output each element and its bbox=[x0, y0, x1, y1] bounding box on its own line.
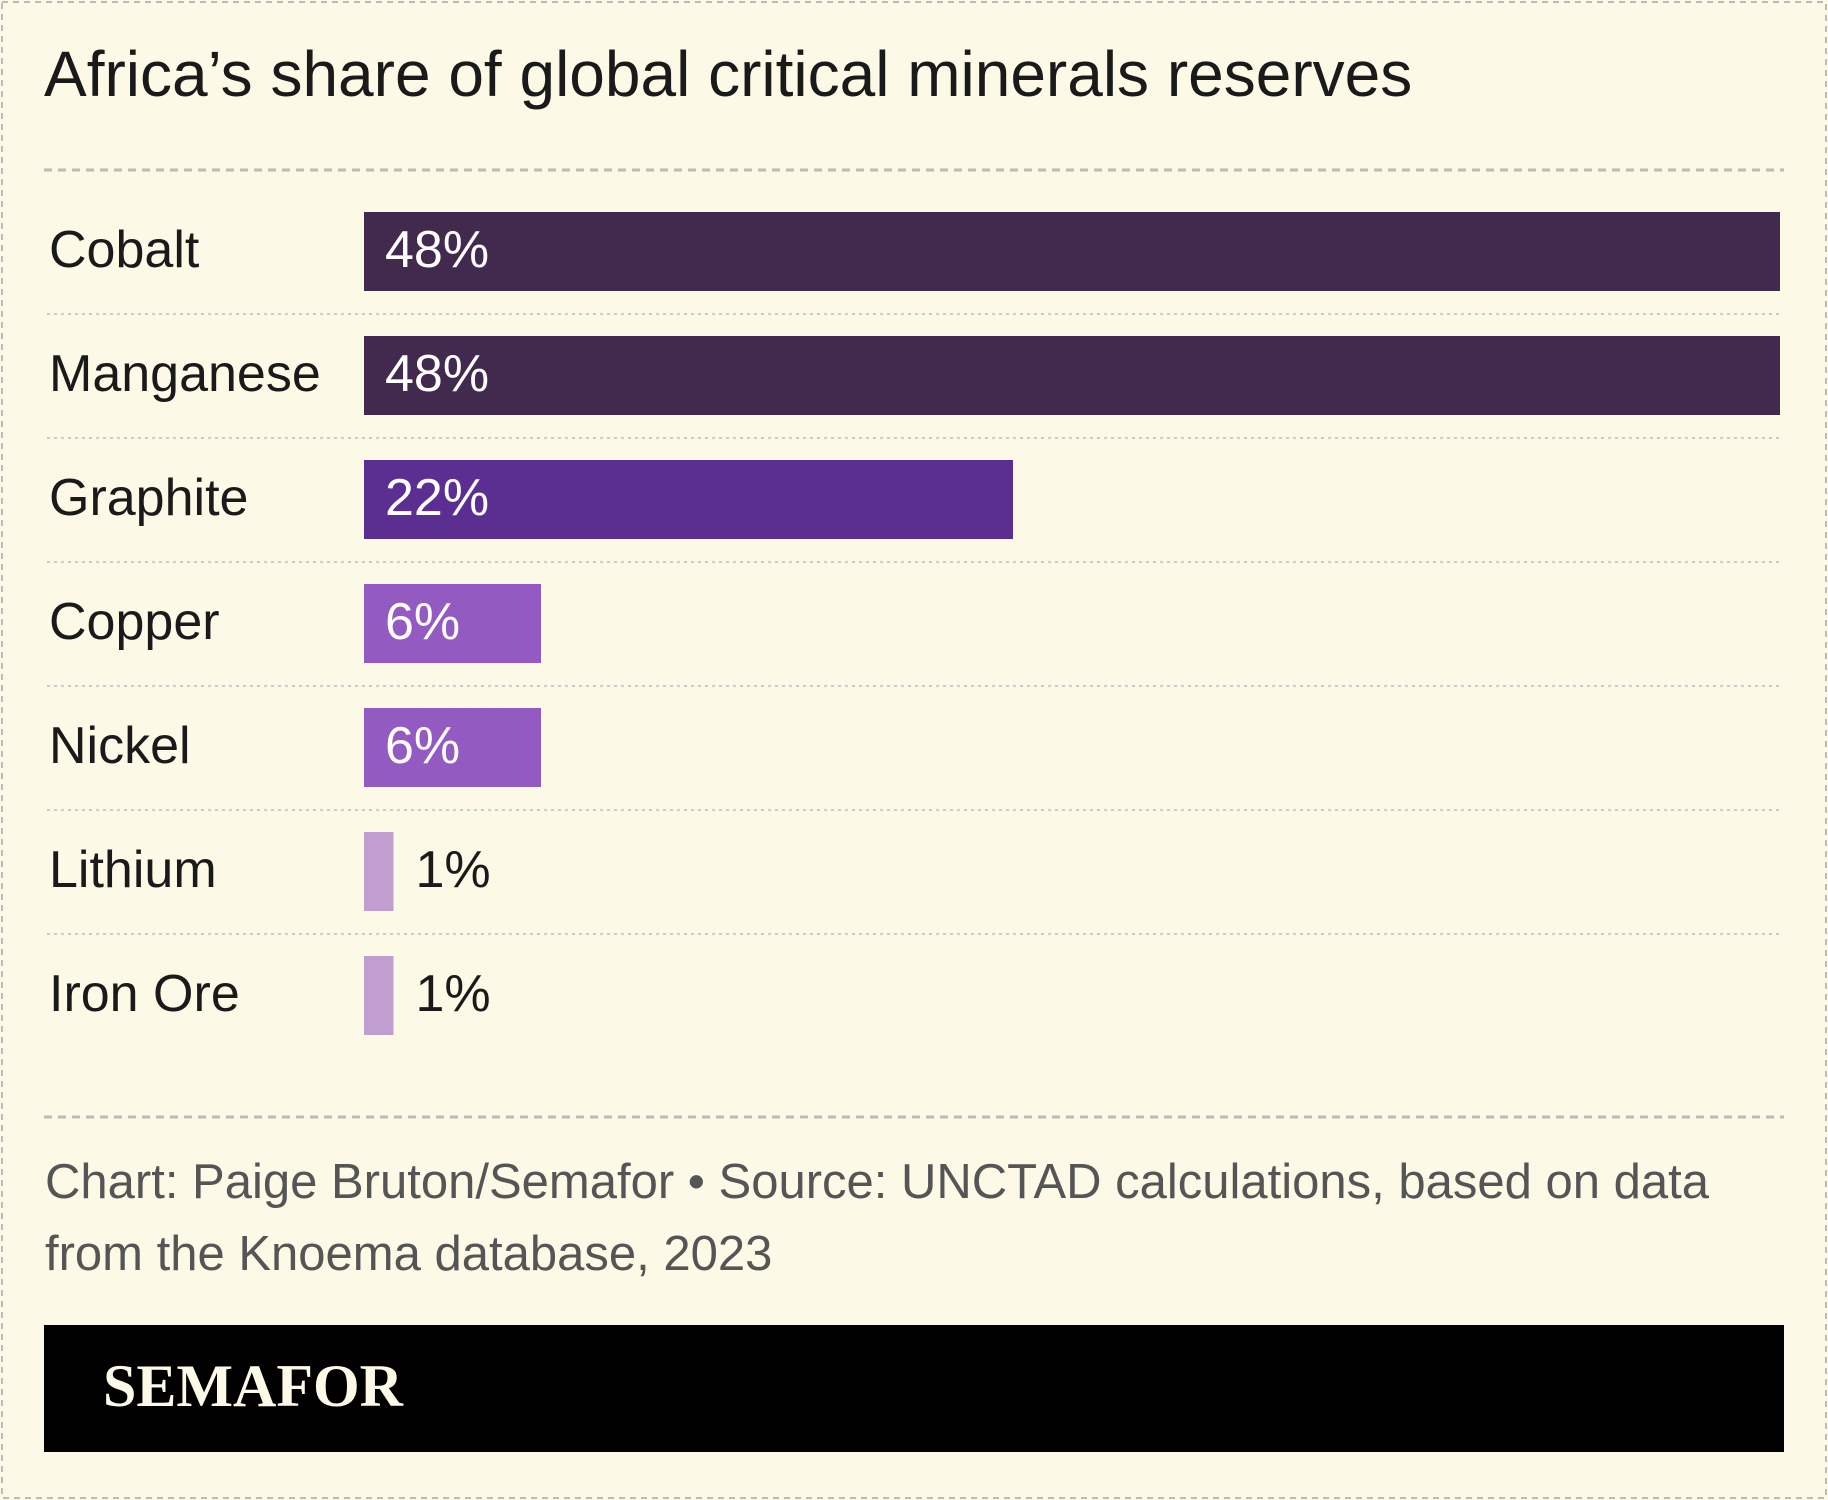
bar bbox=[364, 832, 394, 911]
brand: SEMAFOR bbox=[103, 1353, 404, 1419]
category-label: Lithium bbox=[49, 841, 217, 899]
bar bbox=[364, 460, 1013, 539]
value-label: 22% bbox=[385, 469, 489, 527]
value-label: 48% bbox=[385, 345, 489, 403]
bar bbox=[364, 584, 541, 663]
chart-title: Africa’s share of global critical minera… bbox=[44, 38, 1412, 110]
bar bbox=[364, 708, 541, 787]
value-label: 1% bbox=[416, 965, 491, 1023]
category-label: Nickel bbox=[49, 717, 191, 775]
value-label: 48% bbox=[385, 221, 489, 279]
value-label: 6% bbox=[385, 717, 460, 775]
value-label: 1% bbox=[416, 841, 491, 899]
bar bbox=[364, 212, 1780, 291]
category-label: Manganese bbox=[49, 345, 321, 403]
brand-band bbox=[44, 1325, 1784, 1452]
category-label: Iron Ore bbox=[49, 965, 240, 1023]
category-label: Copper bbox=[49, 593, 220, 651]
source-note: Chart: Paige Bruton/Semafor • Source: UN… bbox=[45, 1155, 1710, 1281]
bar bbox=[364, 336, 1780, 415]
category-label: Graphite bbox=[49, 469, 248, 527]
value-label: 6% bbox=[385, 593, 460, 651]
category-label: Cobalt bbox=[49, 221, 200, 279]
bar bbox=[364, 956, 394, 1035]
